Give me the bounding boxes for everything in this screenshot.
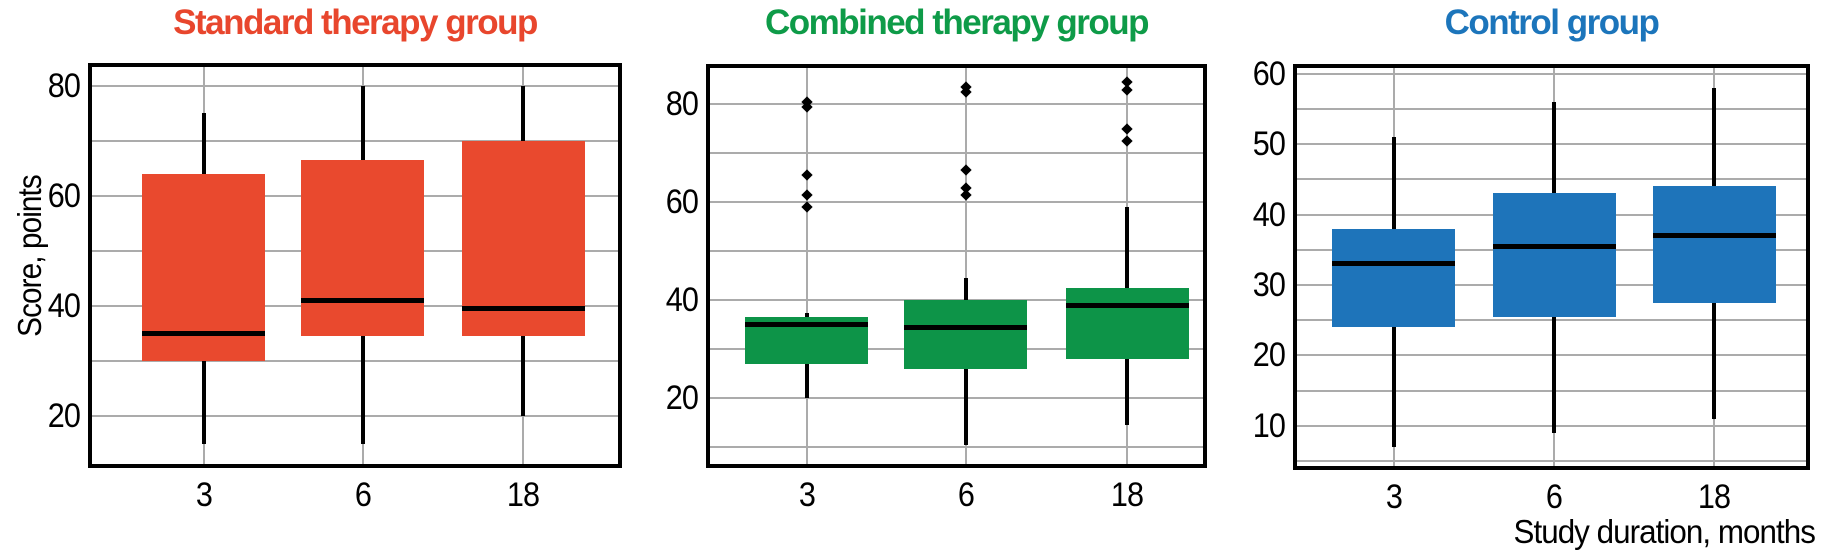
x-tick-label: 18 xyxy=(507,476,540,514)
gridline-h xyxy=(92,415,618,418)
x-tick-label: 6 xyxy=(354,476,372,514)
box xyxy=(1332,228,1456,328)
box xyxy=(301,160,425,337)
gridline-h xyxy=(92,360,618,363)
gridline-h xyxy=(1297,319,1806,322)
median-line xyxy=(1065,302,1189,308)
median-line xyxy=(904,324,1028,330)
gridline-h xyxy=(710,152,1203,155)
outlier-marker xyxy=(960,164,972,177)
panel-standard-therapy-plot xyxy=(88,63,622,468)
outlier-marker xyxy=(800,189,813,201)
x-tick-label: 3 xyxy=(798,476,816,514)
gridline-h xyxy=(92,84,618,87)
box xyxy=(904,300,1028,369)
median-line xyxy=(142,331,265,336)
x-tick-label: 6 xyxy=(957,476,975,514)
gridline-h xyxy=(1297,143,1806,146)
gridline-h xyxy=(710,103,1203,106)
panel-title-control-group: Control group xyxy=(1444,3,1660,42)
x-tick-label: 18 xyxy=(1110,476,1144,514)
gridline-h xyxy=(710,201,1203,204)
median-line xyxy=(745,322,869,328)
box xyxy=(461,140,585,337)
y-tick-label: 40 xyxy=(665,281,699,320)
x-tick-label: 3 xyxy=(1385,478,1403,516)
gridline-h xyxy=(1297,354,1806,357)
median-line xyxy=(1652,233,1776,239)
gridline-h xyxy=(1297,424,1806,427)
box xyxy=(142,173,265,362)
x-axis-label: Study duration, months xyxy=(1513,513,1815,550)
median-line xyxy=(301,297,425,303)
gridline-h xyxy=(710,250,1203,253)
gridline-h xyxy=(1297,72,1806,75)
y-tick-label: 40 xyxy=(1252,195,1286,234)
y-tick-label: 20 xyxy=(47,397,81,436)
box xyxy=(1065,288,1189,360)
y-axis-label: Score, points xyxy=(11,175,48,337)
gridline-h xyxy=(1297,107,1806,110)
y-tick-label: 60 xyxy=(665,183,699,222)
y-tick-label: 10 xyxy=(1252,406,1286,445)
gridline-h xyxy=(1297,460,1806,463)
y-tick-label: 60 xyxy=(1252,54,1286,93)
y-tick-label: 20 xyxy=(665,379,699,418)
median-line xyxy=(461,306,585,312)
gridline-h xyxy=(92,139,618,142)
gridline-v xyxy=(805,68,808,464)
gridline-h xyxy=(710,397,1203,400)
gridline-h xyxy=(710,446,1203,449)
x-tick-label: 6 xyxy=(1545,478,1563,516)
panel-title-combined-therapy: Combined therapy group xyxy=(764,3,1150,42)
box xyxy=(1492,193,1616,317)
gridline-h xyxy=(1297,178,1806,181)
outlier-marker xyxy=(800,169,813,181)
outlier-marker xyxy=(1121,135,1133,147)
y-tick-label: 80 xyxy=(47,66,81,105)
y-tick-label: 30 xyxy=(1252,265,1286,304)
outlier-marker xyxy=(1121,76,1133,88)
panel-title-standard-therapy: Standard therapy group xyxy=(173,3,538,42)
median-line xyxy=(1492,243,1616,249)
box xyxy=(1652,186,1776,303)
y-tick-label: 50 xyxy=(1252,125,1286,164)
x-tick-label: 3 xyxy=(195,476,212,514)
gridline-v xyxy=(964,68,967,464)
outlier-marker xyxy=(1121,123,1133,135)
x-tick-label: 18 xyxy=(1698,478,1731,516)
gridline-h xyxy=(1297,389,1806,392)
panel-combined-therapy-plot xyxy=(706,64,1207,468)
y-tick-label: 80 xyxy=(665,85,699,124)
y-tick-label: 20 xyxy=(1252,336,1286,375)
y-tick-label: 40 xyxy=(47,286,81,325)
panel-control-group-plot xyxy=(1293,64,1810,470)
median-line xyxy=(1332,261,1456,267)
y-tick-label: 60 xyxy=(47,176,81,215)
